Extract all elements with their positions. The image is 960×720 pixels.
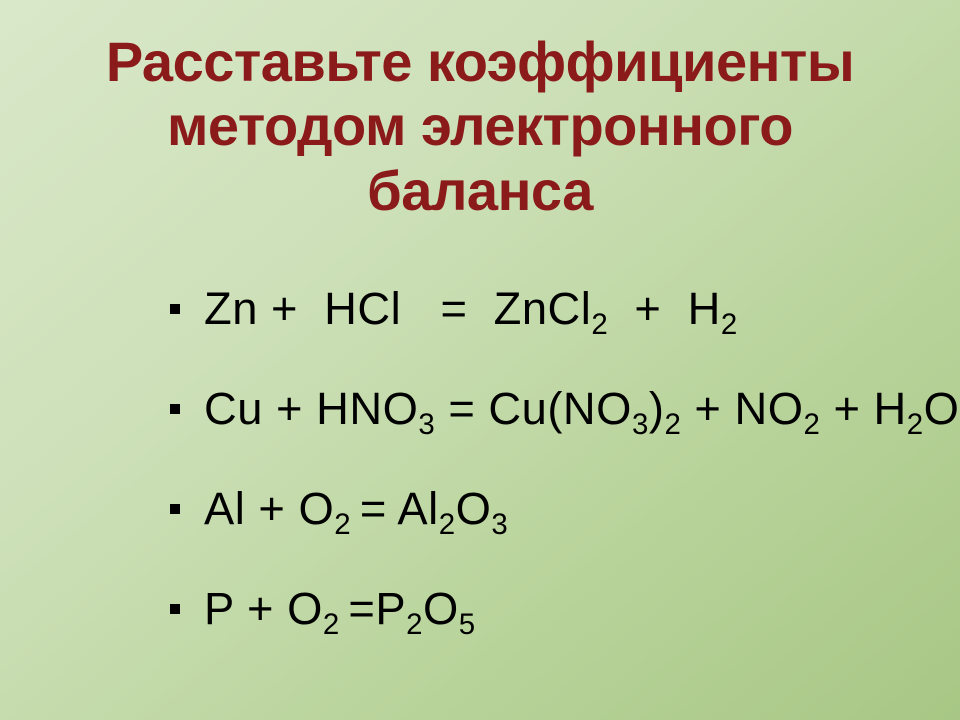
title-line-1: Расставьте коэффициенты xyxy=(106,30,854,93)
equation-2: Cu + HNO3 = Cu(NO3)2 + NO2 + H2O xyxy=(204,383,959,435)
title-line-2: методом электронного баланса xyxy=(167,94,793,221)
slide: Расставьте коэффициенты методом электрон… xyxy=(0,0,960,720)
equation-4: P + O2 =P2O5 xyxy=(204,583,476,635)
bullet-icon xyxy=(170,404,180,414)
list-item: Cu + HNO3 = Cu(NO3)2 + NO2 + H2O xyxy=(170,383,910,435)
equation-1: Zn + HCl = ZnCl2 + H2 xyxy=(204,283,738,335)
list-item: Al + O2 = Al2O3 xyxy=(170,483,910,535)
list-item: Zn + HCl = ZnCl2 + H2 xyxy=(170,283,910,335)
list-item: P + O2 =P2O5 xyxy=(170,583,910,635)
bullet-icon xyxy=(170,304,180,314)
equation-list: Zn + HCl = ZnCl2 + H2 Cu + HNO3 = Cu(NO3… xyxy=(50,283,910,680)
slide-title: Расставьте коэффициенты методом электрон… xyxy=(50,30,910,223)
equation-3: Al + O2 = Al2O3 xyxy=(204,483,508,535)
bullet-icon xyxy=(170,604,180,614)
bullet-icon xyxy=(170,504,180,514)
